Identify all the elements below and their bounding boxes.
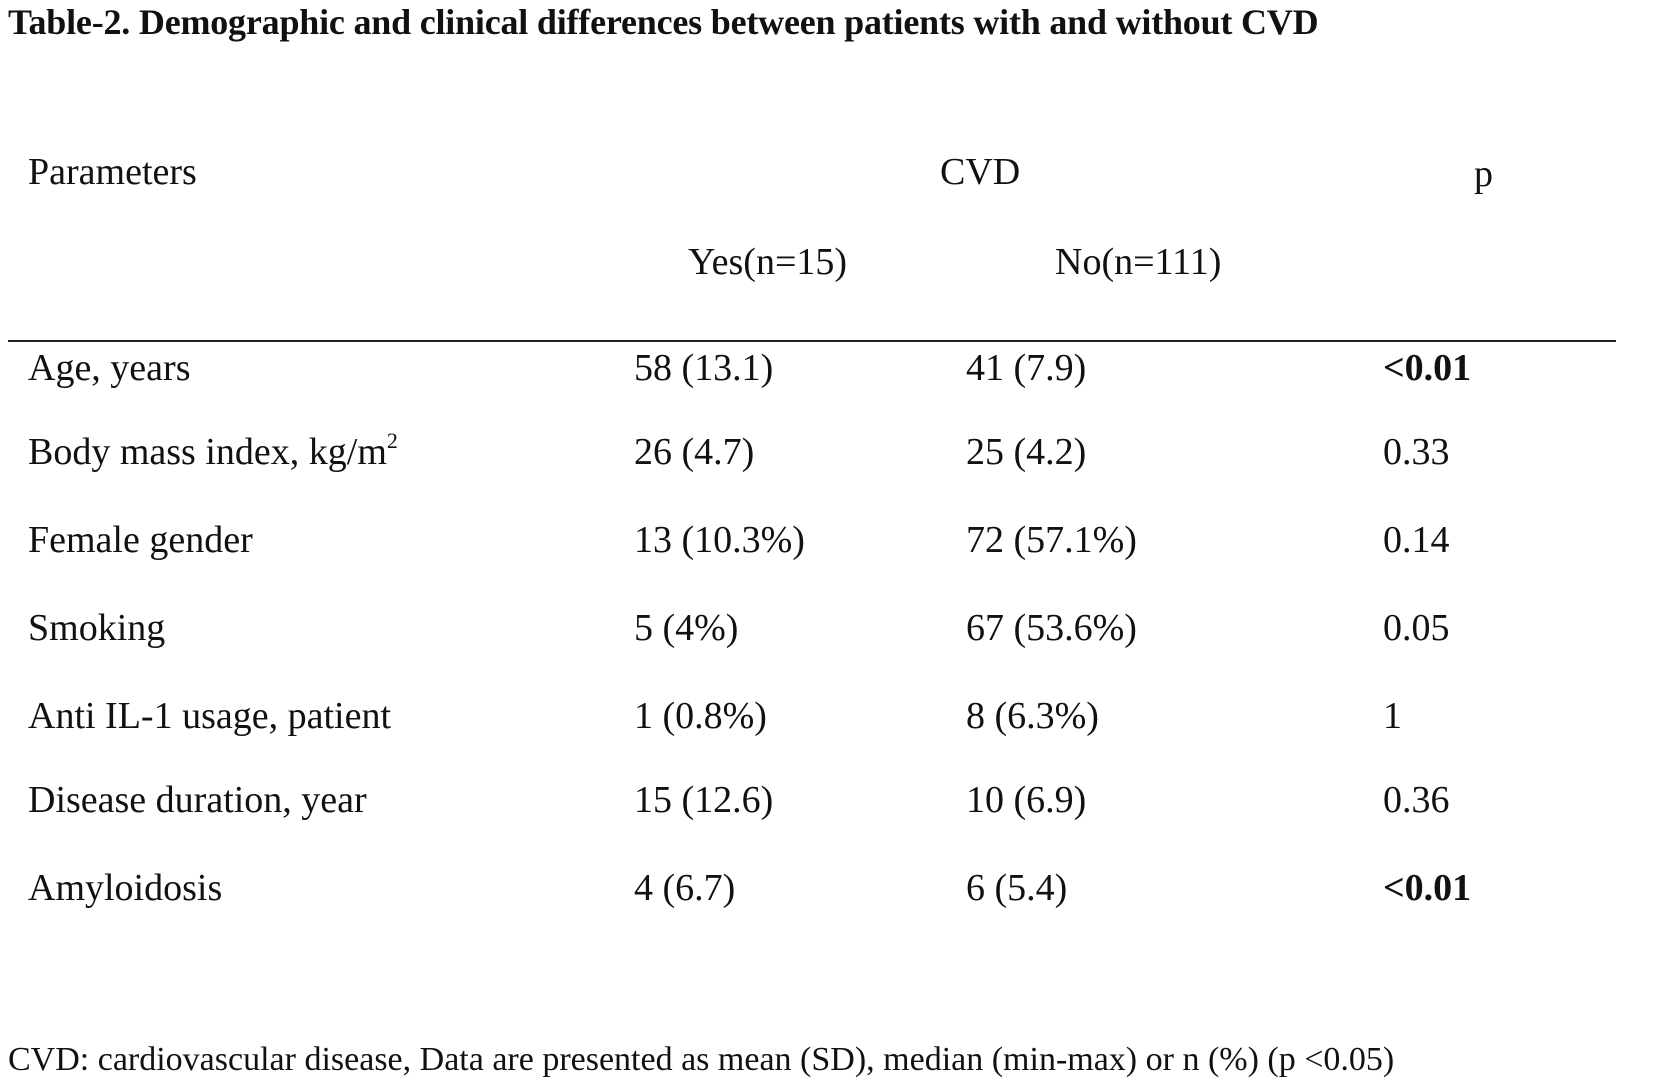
row-parameter: Smoking bbox=[28, 606, 165, 650]
row-value-no: 72 (57.1%) bbox=[966, 519, 1137, 561]
row-p-value: 0.33 bbox=[1383, 431, 1450, 473]
row-value-no: 6 (5.4) bbox=[966, 867, 1068, 909]
row-parameter-superscript: 2 bbox=[386, 428, 398, 453]
row-parameter-label: Female gender bbox=[28, 519, 253, 561]
header-cvd: CVD bbox=[940, 151, 1021, 193]
header-divider bbox=[8, 340, 1616, 342]
row-p-value: <0.01 bbox=[1383, 347, 1472, 389]
row-parameter-label: Body mass index, kg/m bbox=[28, 431, 387, 473]
row-value-no: 8 (6.3%) bbox=[966, 695, 1099, 737]
row-p-value: 0.36 bbox=[1383, 779, 1450, 821]
row-value-no: 41 (7.9) bbox=[966, 347, 1087, 389]
row-value-yes: 13 (10.3%) bbox=[634, 519, 805, 561]
row-p-value: 1 bbox=[1383, 695, 1402, 737]
row-value-no: 67 (53.6%) bbox=[966, 607, 1137, 649]
row-parameter: Age, years bbox=[28, 346, 190, 390]
row-parameter-label: Disease duration, year bbox=[28, 779, 367, 821]
row-value-no: 10 (6.9) bbox=[966, 779, 1087, 821]
row-parameter: Body mass index, kg/m2 bbox=[28, 430, 398, 474]
row-value-yes: 5 (4%) bbox=[634, 607, 739, 649]
row-value-yes: 26 (4.7) bbox=[634, 431, 755, 473]
row-p-value: 0.14 bbox=[1383, 519, 1450, 561]
row-value-no: 25 (4.2) bbox=[966, 431, 1087, 473]
row-parameter: Disease duration, year bbox=[28, 778, 367, 822]
row-parameter-label: Smoking bbox=[28, 607, 166, 649]
row-p-value: 0.05 bbox=[1383, 607, 1450, 649]
row-p-value: <0.01 bbox=[1383, 867, 1472, 909]
header-p: p bbox=[1474, 153, 1493, 195]
row-value-yes: 4 (6.7) bbox=[634, 867, 736, 909]
header-yes: Yes(n=15) bbox=[688, 241, 848, 283]
row-parameter: Female gender bbox=[28, 518, 253, 562]
row-parameter: Amyloidosis bbox=[28, 866, 222, 910]
row-parameter-label: Anti IL-1 usage, patient bbox=[28, 695, 392, 737]
row-parameter-label: Amyloidosis bbox=[28, 867, 223, 909]
header-no: No(n=111) bbox=[1055, 241, 1222, 283]
row-value-yes: 15 (12.6) bbox=[634, 779, 774, 821]
header-parameters: Parameters bbox=[28, 151, 197, 193]
row-parameter: Anti IL-1 usage, patient bbox=[28, 694, 391, 738]
table-footnote: CVD: cardiovascular disease, Data are pr… bbox=[8, 1041, 1395, 1078]
row-value-yes: 1 (0.8%) bbox=[634, 695, 767, 737]
row-value-yes: 58 (13.1) bbox=[634, 347, 774, 389]
row-parameter-label: Age, years bbox=[28, 347, 191, 389]
table-title: Table-2. Demographic and clinical differ… bbox=[8, 2, 1319, 42]
